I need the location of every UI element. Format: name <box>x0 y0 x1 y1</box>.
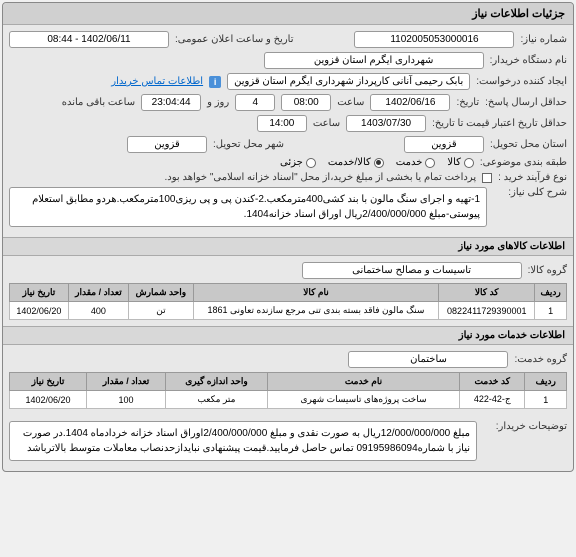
svc-td: ساخت پروژه‌های تاسیسات شهری <box>267 391 459 409</box>
category-label: طبقه بندی موضوعی: <box>480 157 567 168</box>
services-table-header-row: ردیف کد خدمت نام خدمت واحد اندازه گیری ت… <box>10 373 567 391</box>
svc-td: 100 <box>87 391 166 409</box>
goods-td: سنگ مالون فاقد بسته بندی تنی مرجع سازنده… <box>193 302 439 320</box>
radio-both[interactable]: کالا/خدمت <box>328 157 384 168</box>
process-text: پرداخت تمام یا بخشی از مبلغ خرید،از محل … <box>165 172 477 183</box>
goods-table-header-row: ردیف کد کالا نام کالا واحد شمارش تعداد /… <box>10 284 567 302</box>
panel-content: شماره نیاز: 1102005053000016 تاریخ و ساع… <box>3 25 573 237</box>
tarikh-label-1: تاریخ: <box>456 97 479 108</box>
validity-label: حداقل تاریخ اعتبار قیمت تا تاریخ: <box>432 118 567 129</box>
goods-th-3: واحد شمارش <box>129 284 194 302</box>
goods-th-1: کد کالا <box>439 284 535 302</box>
days-label: روز و <box>207 97 229 108</box>
process-label: نوع فرآیند خرید : <box>498 172 567 183</box>
validity-time-field: 14:00 <box>257 115 307 132</box>
svc-th-4: تعداد / مقدار <box>87 373 166 391</box>
goods-th-0: ردیف <box>535 284 567 302</box>
goods-group-field: تاسیسات و مصالح ساختمانی <box>302 262 522 279</box>
goods-section-title: اطلاعات کالاهای مورد نیاز <box>3 237 573 256</box>
goods-th-5: تاریخ نیاز <box>10 284 69 302</box>
need-number-field: 1102005053000016 <box>354 31 514 48</box>
desc-label: شرح کلی نیاز: <box>497 187 567 198</box>
remain-label: ساعت باقی مانده <box>62 97 135 108</box>
services-table: ردیف کد خدمت نام خدمت واحد اندازه گیری ت… <box>9 372 567 409</box>
deadline-time-field: 08:00 <box>281 94 331 111</box>
goods-table-row: 1 0822411729390001 سنگ مالون فاقد بسته ب… <box>10 302 567 320</box>
radio-label-kala: کالا <box>447 157 461 168</box>
desc-box: 1-تهیه و اجرای سنگ مالون با بند کشی400مت… <box>9 187 487 227</box>
saat-label-2: ساعت <box>313 118 340 129</box>
radio-label-khadamat: خدمت <box>396 157 423 168</box>
org-field: شهرداری ایگرم استان قزوین <box>264 52 484 69</box>
radio-icon <box>464 158 474 168</box>
saat-label-1: ساعت <box>337 97 364 108</box>
info-icon: i <box>209 76 221 88</box>
svc-td: متر مکعب <box>166 391 268 409</box>
contact-link[interactable]: اطلاعات تماس خریدار <box>111 76 203 87</box>
city-field: قزوین <box>127 136 207 153</box>
svc-td: ج-42-422 <box>460 391 525 409</box>
radio-icon <box>374 158 384 168</box>
services-table-row: 1 ج-42-422 ساخت پروژه‌های تاسیسات شهری م… <box>10 391 567 409</box>
svc-th-3: واحد اندازه گیری <box>166 373 268 391</box>
goods-th-2: نام کالا <box>193 284 439 302</box>
info-panel: جزئیات اطلاعات نیاز شماره نیاز: 11020050… <box>2 2 574 472</box>
org-label: نام دستگاه خریدار: <box>490 55 567 66</box>
panel-header: جزئیات اطلاعات نیاز <box>3 3 573 25</box>
service-group-field: ساختمان <box>348 351 508 368</box>
category-radio-group: کالا خدمت کالا/خدمت جزئی <box>280 157 474 168</box>
province-field: قزوین <box>404 136 484 153</box>
datetime-label: تاریخ و ساعت اعلان عمومی: <box>175 34 294 45</box>
creator-field: بابک رحیمی آنانی کارپرداز شهرداری ایگرم … <box>227 73 470 90</box>
radio-icon <box>306 158 316 168</box>
svc-td: 1 <box>525 391 567 409</box>
days-field: 4 <box>235 94 275 111</box>
notes-box: مبلغ 12/000/000/000ریال به صورت نقدی و م… <box>9 421 477 461</box>
goods-td: 0822411729390001 <box>439 302 535 320</box>
goods-td: 1 <box>535 302 567 320</box>
svc-th-1: کد خدمت <box>460 373 525 391</box>
services-section-title: اطلاعات خدمات مورد نیاز <box>3 326 573 345</box>
radio-kala[interactable]: کالا <box>447 157 474 168</box>
creator-label: ایجاد کننده درخواست: <box>476 76 567 87</box>
svc-th-0: ردیف <box>525 373 567 391</box>
city-label: شهر محل تحویل: <box>213 139 284 150</box>
svc-td: 1402/06/20 <box>10 391 87 409</box>
svc-th-2: نام خدمت <box>267 373 459 391</box>
process-checkbox[interactable] <box>482 173 492 183</box>
radio-label-vizhe: جزئی <box>280 157 303 168</box>
remain-time-field: 23:04:44 <box>141 94 201 111</box>
need-number-label: شماره نیاز: <box>520 34 567 45</box>
goods-td: تن <box>129 302 194 320</box>
radio-vizhe[interactable]: جزئی <box>280 157 316 168</box>
goods-td: 1402/06/20 <box>10 302 69 320</box>
radio-label-both: کالا/خدمت <box>328 157 371 168</box>
service-group-label: گروه خدمت: <box>514 354 567 365</box>
radio-icon <box>425 158 435 168</box>
radio-khadamat[interactable]: خدمت <box>396 157 436 168</box>
validity-date-field: 1403/07/30 <box>346 115 426 132</box>
datetime-field: 1402/06/11 - 08:44 <box>9 31 169 48</box>
province-label: استان محل تحویل: <box>490 139 567 150</box>
goods-table: ردیف کد کالا نام کالا واحد شمارش تعداد /… <box>9 283 567 320</box>
notes-label: توضیحات خریدار: <box>487 421 567 432</box>
goods-td: 400 <box>68 302 128 320</box>
svc-th-5: تاریخ نیاز <box>10 373 87 391</box>
goods-group-label: گروه کالا: <box>528 265 567 276</box>
goods-th-4: تعداد / مقدار <box>68 284 128 302</box>
deadline-label: حداقل ارسال پاسخ: <box>485 97 567 108</box>
deadline-date-field: 1402/06/16 <box>370 94 450 111</box>
